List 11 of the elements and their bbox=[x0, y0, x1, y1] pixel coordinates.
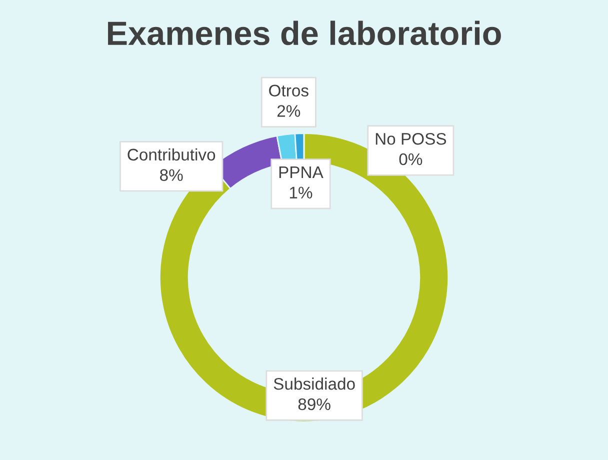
category-label: No POSS bbox=[376, 132, 446, 145]
chart-title: Examenes de laboratorio bbox=[108, 20, 501, 46]
slice-label: PPNA bbox=[279, 166, 324, 178]
data-label: 2% bbox=[277, 105, 300, 117]
slice-label: Contributivo bbox=[128, 148, 216, 161]
slice-label: Subsidiado bbox=[274, 378, 355, 390]
data-label: 8% bbox=[160, 169, 183, 181]
slice-label: Otros bbox=[269, 84, 308, 97]
data-label: 89% bbox=[298, 398, 330, 410]
data-label: 1% bbox=[290, 186, 312, 198]
text: 0% bbox=[399, 153, 422, 166]
